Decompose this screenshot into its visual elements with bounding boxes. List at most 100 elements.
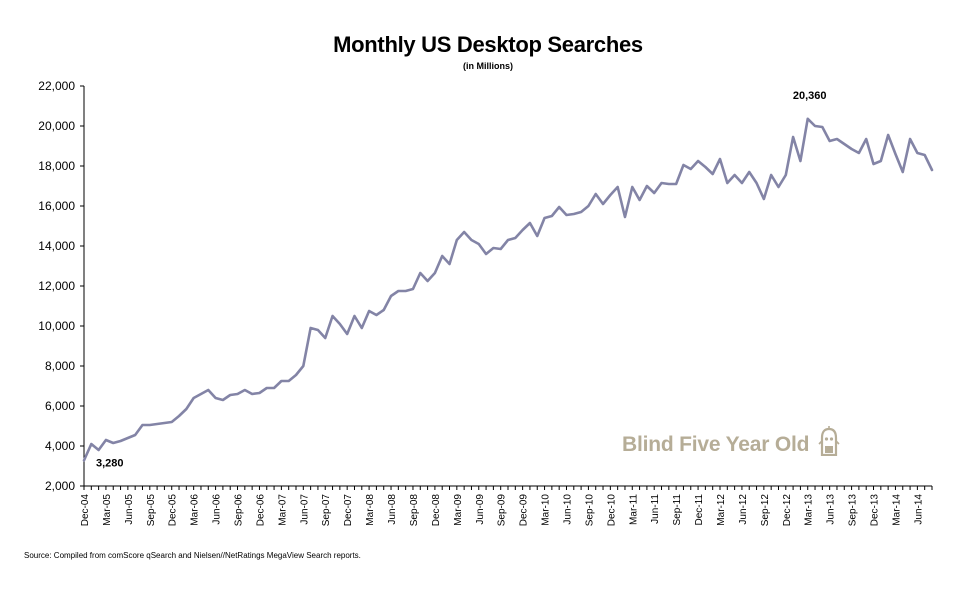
data-point <box>302 365 304 367</box>
data-point <box>354 315 356 317</box>
data-point <box>880 160 882 162</box>
data-point <box>814 125 816 127</box>
data-point <box>492 247 494 249</box>
data-point <box>207 389 209 391</box>
data-point <box>909 138 911 140</box>
data-point <box>785 174 787 176</box>
x-tick-label: Dec-07 <box>343 494 354 527</box>
x-tick-label: Sep-06 <box>234 494 245 527</box>
data-point <box>829 140 831 142</box>
data-point <box>697 160 699 162</box>
x-tick-label: Jun-06 <box>212 494 223 525</box>
data-point <box>500 248 502 250</box>
data-point <box>332 315 334 317</box>
data-point <box>361 327 363 329</box>
watermark-logo: Blind Five Year Old <box>622 426 840 457</box>
data-point <box>770 174 772 176</box>
data-point <box>734 174 736 176</box>
data-point <box>807 118 809 120</box>
y-axis: 2,000 4,000 6,000 8,000 10,000 12,000 14,000 16… <box>38 79 85 493</box>
data-point <box>251 393 253 395</box>
data-point <box>873 163 875 165</box>
data-point <box>595 193 597 195</box>
x-tick-label: Dec-09 <box>519 494 530 527</box>
data-point <box>522 229 524 231</box>
x-tick-label: Mar-14 <box>891 494 902 526</box>
x-tick-label: Sep-13 <box>848 494 859 527</box>
data-point <box>704 166 706 168</box>
data-point <box>105 439 107 441</box>
data-point <box>427 280 429 282</box>
data-point <box>887 134 889 136</box>
cartoon-figure-icon <box>818 426 840 457</box>
data-point <box>185 408 187 410</box>
x-tick-label: Dec-08 <box>431 494 442 527</box>
x-tick-label: Dec-13 <box>870 494 881 527</box>
y-tick-label: 16,000 <box>38 199 75 213</box>
data-point <box>434 272 436 274</box>
data-point <box>843 143 845 145</box>
x-tick-label: Mar-05 <box>102 494 113 526</box>
x-tick-label: Sep-12 <box>760 494 771 527</box>
data-point <box>215 397 217 399</box>
data-point <box>902 171 904 173</box>
data-point <box>376 314 378 316</box>
data-point <box>865 138 867 140</box>
data-point <box>609 194 611 196</box>
data-point <box>120 440 122 442</box>
x-tick-label: Sep-11 <box>672 494 683 526</box>
x-tick-label: Jun-07 <box>299 494 310 525</box>
data-point <box>317 329 319 331</box>
data-point <box>178 415 180 417</box>
data-point <box>339 323 341 325</box>
y-tick-label: 18,000 <box>38 159 75 173</box>
data-point <box>471 239 473 241</box>
data-point <box>683 164 685 166</box>
data-point <box>726 182 728 184</box>
x-tick-label: Dec-12 <box>782 494 793 527</box>
data-point <box>566 214 568 216</box>
data-point <box>412 288 414 290</box>
series-line <box>82 117 934 462</box>
data-point <box>149 424 151 426</box>
x-tick-label: Jun-11 <box>650 494 661 524</box>
data-point <box>529 222 531 224</box>
annotations: 3,280 20,360 <box>96 90 827 470</box>
y-tick-label: 2,000 <box>45 479 75 493</box>
data-point <box>90 443 92 445</box>
data-point <box>544 217 546 219</box>
data-point <box>792 136 794 138</box>
data-point <box>800 160 802 162</box>
data-point <box>712 173 714 175</box>
data-point <box>653 192 655 194</box>
data-point <box>507 239 509 241</box>
data-point <box>573 213 575 215</box>
data-point <box>690 168 692 170</box>
data-point <box>200 393 202 395</box>
data-point <box>558 206 560 208</box>
x-tick-label: Dec-11 <box>694 494 705 526</box>
data-point <box>778 186 780 188</box>
data-point <box>617 186 619 188</box>
data-point <box>924 154 926 156</box>
x-axis: Dec-04 Mar-05 Jun-05 Sep-05 Dec-05 Mar-06 Jun-… <box>80 485 933 527</box>
data-point <box>719 158 721 160</box>
chart-title: Monthly US Desktop Searches <box>333 32 643 57</box>
data-point <box>83 460 85 462</box>
data-point <box>164 422 166 424</box>
y-tick-label: 6,000 <box>45 399 75 413</box>
data-point <box>346 333 348 335</box>
data-point <box>142 424 144 426</box>
x-tick-label: Dec-06 <box>255 494 266 527</box>
data-point <box>222 399 224 401</box>
data-point <box>602 203 604 205</box>
x-tick-label: Sep-07 <box>321 494 332 527</box>
data-point <box>646 185 648 187</box>
data-point <box>266 387 268 389</box>
x-tick-label: Mar-08 <box>365 494 376 526</box>
y-tick-label: 14,000 <box>38 239 75 253</box>
chart-subtitle: (in Millions) <box>463 61 513 71</box>
data-point <box>441 255 443 257</box>
data-point <box>763 198 765 200</box>
source-note: Source: Compiled from comScore qSearch a… <box>24 551 361 560</box>
